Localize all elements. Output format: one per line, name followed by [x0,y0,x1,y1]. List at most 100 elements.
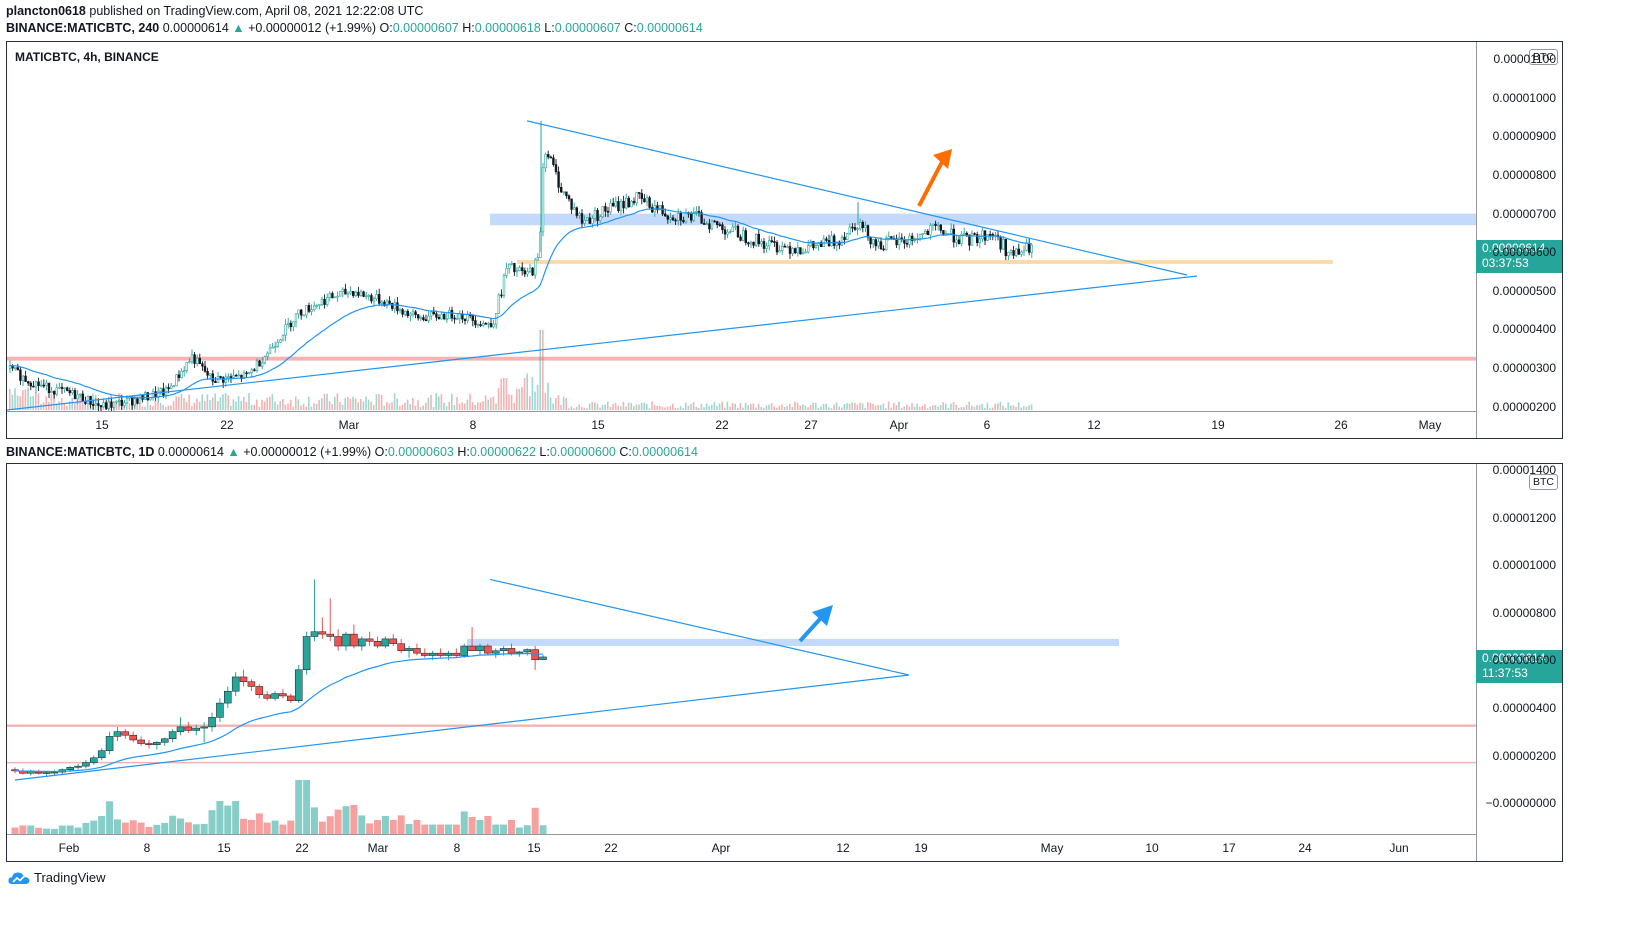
volume-bar [708,406,710,410]
candle-body [765,245,768,249]
candle-body [159,388,162,392]
volume-bar [357,402,359,410]
volume-bar [807,407,809,410]
volume-bar [37,393,40,410]
volume-bar [479,402,482,410]
volume-bar [835,402,838,410]
candle-body [294,313,298,323]
candle-body [320,298,324,305]
volume-bar [144,406,146,410]
volume-bar [396,398,398,410]
volume-bar [276,404,279,410]
moving-average-line [14,652,544,773]
volume-bar [1017,402,1020,410]
top-chart-title: MATICBTC, 4h, BINANCE [15,50,159,64]
blue-resistance-zone [467,638,1119,647]
candle-body [1022,249,1026,253]
candle-body [118,400,121,402]
volume-bar [562,396,565,410]
bottom-price-tick: 0.00001400 [1492,463,1556,477]
candle-body [362,291,365,297]
volume-bar [534,391,536,410]
volume-bar [939,405,942,410]
volume-bar [149,404,151,410]
author-name[interactable]: plancton0618 [6,4,86,18]
volume-bar [893,402,895,410]
bottom-chart-plot[interactable] [7,464,1477,835]
volume-bar [804,405,807,410]
bottom-header-change: +0.00000012 (+1.99%) [243,445,372,459]
daily-volume-bar [145,826,153,835]
volume-bar [890,407,892,410]
top-price-scale[interactable]: BTC 0.00000614 03:37:53 0.00001100 0.0000… [1476,42,1562,438]
candle-body [689,213,693,221]
daily-candle-body [460,645,468,656]
volume-bar [802,404,804,410]
top-chart-panel[interactable]: MATICBTC, 4h, BINANCE BTC 0.00000614 03:… [6,41,1563,439]
candle-body [406,310,409,316]
volume-bar [544,392,547,410]
bottom-currency-badge[interactable]: BTC [1529,474,1558,490]
candle-body [713,220,716,223]
top-time-tick: 22 [715,418,729,432]
volume-bar [560,405,562,410]
candle-body [726,231,729,235]
volume-bar [965,404,968,410]
candle-body [403,310,407,315]
bottom-time-tick: 22 [295,841,309,855]
volume-bar [157,402,159,410]
top-time-axis[interactable]: 15 22 Mar 8 15 22 27 Apr 6 12 19 26 May [7,411,1477,438]
volume-bar [477,402,479,410]
volume-bar [409,403,411,410]
candle-body [325,297,329,305]
bottom-price-tick: 0.00000400 [1492,701,1556,715]
candle-body [310,309,313,312]
bottom-symbol: BINANCE:MATICBTC, 1D [6,445,155,459]
volume-bar [323,393,326,410]
candle-body [63,387,66,390]
daily-volume-bar [35,827,43,835]
volume-bar [627,402,630,410]
bottom-price-scale[interactable]: BTC 0.00000614 11:37:53 0.00001400 0.0000… [1476,463,1562,861]
candle-body [788,246,792,254]
candle-body [42,384,46,387]
candle-body [832,235,836,246]
volume-bar [656,405,658,410]
up-triangle-icon: ▲ [227,445,240,459]
top-chart-plot[interactable] [7,42,1477,412]
volume-bar [718,403,721,410]
candle-body [754,233,758,246]
candle-body [146,392,149,401]
volume-bar [386,402,388,410]
volume-bar [68,401,71,410]
daily-volume-bar [208,810,216,835]
volume-bar [178,396,180,410]
top-currency-badge[interactable]: BTC [1529,49,1558,65]
bottom-time-axis[interactable]: Feb 8 15 22 Mar 8 15 22 Apr 12 19 May 10 17 24 Jun [7,834,1477,861]
volume-bar [981,403,983,410]
candle-body [367,295,370,297]
candle-body [209,373,212,376]
candle-body [354,291,357,296]
volume-bar [373,405,375,410]
daily-volume-bar [381,816,389,835]
candle-body [396,302,399,312]
volume-bar [154,400,157,410]
candle-body [502,275,506,296]
candle-body [92,404,95,406]
candle-body [245,372,248,375]
candle-body [279,339,282,343]
volume-bar [432,406,435,410]
candle-body [409,313,412,316]
bottom-chart-panel[interactable]: BTC 0.00000614 11:37:53 0.00001400 0.0000… [6,463,1563,862]
tradingview-logo[interactable]: TradingView [8,870,106,885]
daily-volume-bar [177,818,185,835]
volume-bar [643,402,645,410]
volume-bar [198,401,201,410]
top-time-tick: 12 [1087,418,1101,432]
candle-body [261,362,264,367]
candle-body [606,210,610,213]
volume-bar [809,404,812,410]
candle-body [635,192,638,204]
candle-body [528,267,532,272]
